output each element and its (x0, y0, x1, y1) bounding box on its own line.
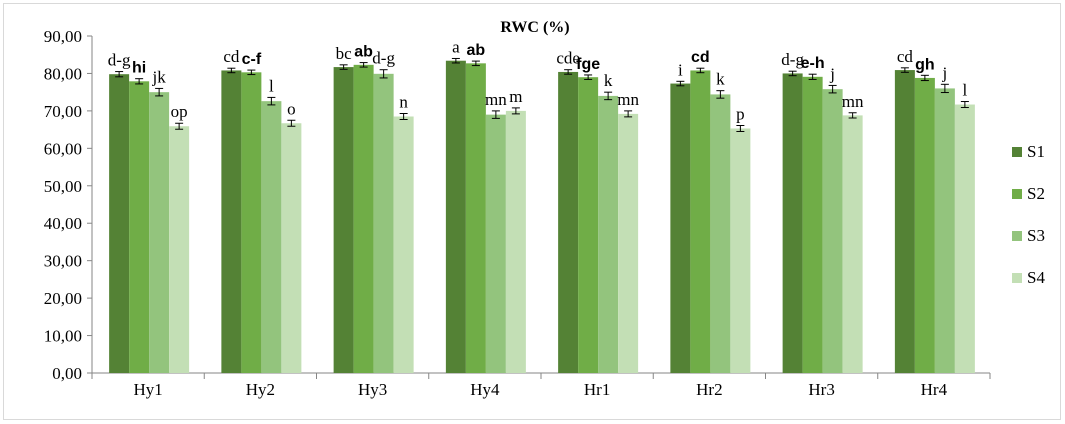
x-tick-label: Hr4 (921, 380, 948, 399)
significance-letter: d-g (781, 50, 804, 69)
legend: S1 S2 S3 S4 (1012, 142, 1045, 287)
significance-letter: d-g (108, 51, 131, 70)
y-tick-label: 20,00 (44, 289, 82, 308)
significance-letter: e-h (801, 55, 825, 72)
bar-s4-hy1 (169, 126, 190, 373)
significance-letter: o (287, 99, 296, 118)
significance-letter: jk (152, 67, 167, 86)
x-tick-label: Hr2 (696, 380, 722, 399)
bar-s3-hr4 (934, 88, 955, 373)
significance-letter: mn (485, 90, 507, 109)
bar-s3-hr2 (710, 94, 731, 373)
bar-s2-hy1 (129, 81, 150, 374)
x-tick-label: Hy2 (246, 380, 275, 399)
legend-label-s1: S1 (1027, 142, 1045, 161)
significance-letter: cd (897, 47, 914, 66)
significance-letter: bc (336, 44, 353, 63)
bar-s3-hr3 (822, 89, 843, 373)
significance-letter: m (509, 87, 522, 106)
bar-s1-hr2 (670, 83, 691, 373)
bar-s1-hy2 (221, 70, 242, 374)
y-tick-label: 80,00 (44, 64, 82, 83)
significance-letter: mn (617, 90, 639, 109)
bar-s3-hy4 (485, 114, 506, 373)
bar-s1-hr3 (782, 73, 803, 373)
significance-letter: p (736, 104, 745, 123)
significance-letter: c-f (242, 51, 262, 68)
bar-s2-hr2 (690, 70, 711, 374)
x-tick-label: Hr3 (808, 380, 834, 399)
significance-letter: n (399, 93, 408, 112)
y-tick-label: 30,00 (44, 252, 82, 271)
y-tick-label: 60,00 (44, 139, 82, 158)
legend-swatch-s1 (1012, 147, 1022, 157)
bar-s1-hy1 (109, 74, 130, 374)
bar-s3-hr1 (598, 95, 619, 374)
significance-letter: cde (556, 49, 580, 68)
significance-letter: a (452, 37, 460, 56)
legend-label-s2: S2 (1027, 184, 1045, 203)
legend-label-s4: S4 (1027, 268, 1045, 287)
bar-s3-hy3 (373, 73, 394, 374)
bar-s4-hy2 (281, 123, 302, 374)
bar-s4-hy3 (393, 116, 414, 373)
y-tick-label: 0,00 (52, 364, 82, 383)
bar-s4-hy4 (505, 110, 526, 373)
legend-swatch-s2 (1012, 189, 1022, 199)
y-tick-label: 70,00 (44, 102, 82, 121)
bar-s1-hy4 (445, 60, 466, 374)
significance-letter: fge (576, 56, 600, 73)
bar-s2-hr4 (914, 77, 935, 373)
significance-letter: mn (842, 92, 864, 111)
legend-label-s3: S3 (1027, 226, 1045, 245)
bar-s4-hr4 (954, 104, 975, 374)
bar-s1-hr1 (558, 71, 579, 374)
bar-s1-hr4 (894, 70, 915, 373)
significance-letter: op (171, 102, 188, 121)
significance-letter: ab (467, 42, 486, 59)
significance-letter: j (942, 63, 948, 82)
significance-letter: gh (915, 56, 935, 73)
x-tick-label: Hy1 (133, 380, 162, 399)
error-bars (115, 57, 969, 132)
x-tick-label: Hy4 (470, 380, 500, 399)
significance-letter: ab (354, 44, 373, 61)
chart-title: RWC (%) (500, 19, 569, 36)
bar-s4-hr2 (730, 128, 751, 373)
significance-letter: j (829, 64, 835, 83)
legend-swatch-s4 (1012, 273, 1022, 283)
bar-s3-hy2 (261, 101, 282, 374)
significance-letter: cd (691, 49, 710, 66)
significance-letter: k (604, 71, 613, 90)
significance-letter: k (716, 70, 725, 89)
significance-letter: d-g (372, 49, 395, 68)
bar-s3-hy1 (149, 92, 170, 374)
x-tick-label: Hr1 (584, 380, 610, 399)
y-tick-label: 10,00 (44, 327, 82, 346)
significance-letter: l (269, 76, 274, 95)
bar-s2-hy3 (353, 64, 374, 374)
bar-s2-hr1 (578, 77, 599, 373)
y-tick-label: 40,00 (44, 214, 82, 233)
significance-letter: hi (132, 60, 146, 77)
significance-letter: cd (223, 47, 240, 66)
significance-letter: i (678, 60, 683, 79)
x-axis: Hy1 Hy2 Hy3 Hy4 Hr1 Hr2 Hr3 Hr4 (91, 372, 991, 399)
bar-s4-hr1 (618, 113, 639, 373)
significance-letter: l (963, 81, 968, 100)
bar-s2-hy2 (241, 72, 262, 374)
bars (109, 60, 975, 374)
legend-swatch-s3 (1012, 231, 1022, 241)
bar-s1-hy3 (333, 67, 354, 373)
y-tick-label: 50,00 (44, 177, 82, 196)
bar-s2-hr3 (802, 76, 823, 373)
x-tick-label: Hy3 (358, 380, 387, 399)
bar-s4-hr3 (842, 115, 863, 373)
bar-s2-hy4 (465, 63, 486, 374)
y-axis: 0,00 10,00 20,00 30,00 40,00 50,00 60,00 70,00 8… (44, 27, 93, 383)
y-tick-label: 90,00 (44, 27, 82, 46)
